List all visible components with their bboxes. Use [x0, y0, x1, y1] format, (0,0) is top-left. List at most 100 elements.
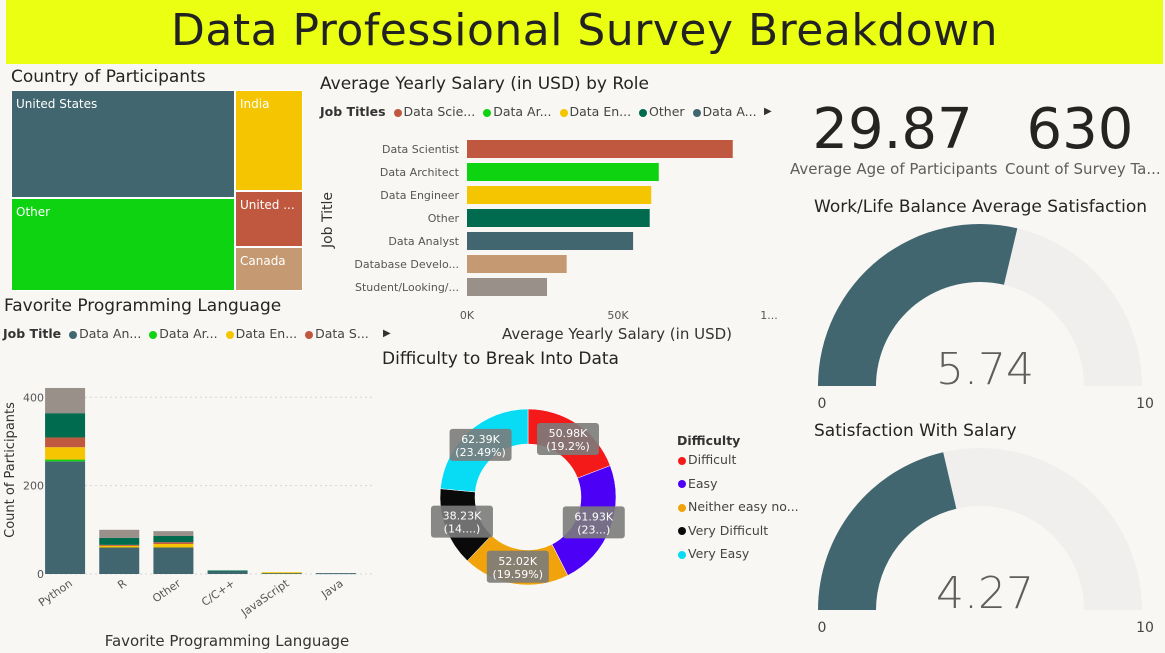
data-label-box [430, 505, 493, 538]
x-tick-label: Java [318, 577, 345, 602]
language-chart-title: Favorite Programming Language [4, 296, 282, 316]
avg-age-value: 29.87 [812, 97, 973, 162]
language-legend: Job Title Data An... Data Ar... Data En.… [3, 326, 369, 341]
x-tick-label: 1... [760, 309, 778, 322]
stack-segment [45, 437, 86, 448]
stack-segment [99, 545, 140, 548]
legend-label: Data En... [235, 326, 298, 341]
salary-bar [467, 232, 634, 250]
title-banner [6, 0, 1163, 64]
x-tick-label: 0K [460, 309, 475, 322]
legend-item[interactable]: Other [635, 104, 685, 119]
data-label-pct: (14....) [444, 523, 481, 536]
treemap-tile-canada[interactable]: Canada [235, 247, 303, 291]
legend-label: Data Scie... [403, 104, 476, 119]
legend-dot-icon [305, 330, 314, 339]
survey-count-value: 630 [1026, 97, 1134, 162]
gauge-max-label: 10 [1136, 620, 1154, 636]
legend-item[interactable]: Data Scie... [390, 104, 476, 119]
y-tick-label: Data Analyst [388, 235, 459, 248]
y-tick-label: Data Engineer [380, 189, 459, 202]
treemap-tile-label: United ... [240, 198, 295, 212]
gauge-min-label: 0 [818, 620, 827, 636]
data-label-box [449, 428, 512, 461]
legend-label: Data A... [702, 104, 757, 119]
stack-segment [153, 547, 194, 574]
stack-segment [153, 536, 194, 543]
country-treemap[interactable]: United States Other India United ... Can… [11, 90, 303, 291]
legend-item[interactable]: Difficult [677, 452, 799, 476]
legend-item[interactable]: Very Difficult [677, 523, 799, 547]
y-tick-label: Other [428, 212, 460, 225]
stack-segment [207, 570, 248, 572]
legend-title: Difficulty [677, 433, 741, 448]
treemap-tile-united-kingdom[interactable]: United ... [235, 191, 303, 247]
legend-dot-icon [639, 108, 648, 117]
x-tick-label: Other [150, 577, 183, 606]
data-label-pct: (19.59%) [493, 568, 544, 581]
treemap-tile-label: India [240, 97, 270, 111]
legend-item[interactable]: Very Easy [677, 546, 799, 570]
legend-scroll-right-icon[interactable]: ▶ [764, 106, 772, 117]
legend-label: Data S... [315, 326, 369, 341]
legend-item[interactable]: Easy [677, 476, 799, 500]
legend-item[interactable]: Neither easy no... [677, 499, 799, 523]
legend-label: Neither easy no... [688, 499, 799, 514]
treemap-tile-label: Canada [240, 254, 286, 268]
legend-title: Job Title [3, 326, 62, 341]
legend-item[interactable]: Data S... [301, 326, 369, 341]
legend-label: Difficult [688, 452, 737, 467]
y-tick-label: Database Develo... [354, 258, 459, 271]
legend-item[interactable]: Data En... [222, 326, 298, 341]
x-tick-label: R [115, 577, 129, 592]
legend-dot-icon [678, 480, 686, 488]
legend-dot-icon [678, 456, 686, 465]
stack-segment [45, 387, 86, 414]
data-label-value: 50.98K [549, 427, 588, 440]
salary-bar [467, 209, 650, 227]
salary-bar [467, 163, 659, 181]
legend-item[interactable]: Data Ar... [479, 104, 552, 119]
difficulty-donut-chart: 50.98K(19.2%) 61.93K(23...) 52.02K(19.59%)… [430, 408, 625, 586]
x-axis-title: Favorite Programming Language [105, 632, 350, 650]
legend-item[interactable]: Data En... [556, 104, 632, 119]
legend-label: Data Ar... [159, 326, 218, 341]
legend-scroll-right-icon[interactable]: ▶ [383, 328, 391, 339]
data-label-box [562, 506, 625, 539]
treemap-tile-other[interactable]: Other [11, 198, 235, 291]
legend-label: Data En... [569, 104, 632, 119]
wlb-gauge: 5.74 0 10 [818, 223, 1154, 412]
legend-dot-icon [149, 330, 158, 339]
treemap-tile-united-states[interactable]: United States [11, 90, 235, 198]
language-stacked-bar-chart: 0 200 400 Python R Other C/C++ JavaScript Java Fa… [3, 387, 375, 650]
donut-chart-title: Difficulty to Break Into Data [382, 349, 619, 369]
gauge-min-label: 0 [818, 396, 827, 412]
data-label-pct: (23...) [577, 523, 610, 536]
treemap-tile-india[interactable]: India [235, 90, 303, 191]
stack-segment [45, 413, 86, 438]
stack-segment [99, 529, 140, 538]
y-axis-title: Job Title [320, 192, 336, 249]
data-label-pct: (23.49%) [455, 446, 506, 459]
stack-segment [261, 572, 302, 574]
y-axis-title: Count of Participants [3, 402, 18, 538]
y-tick-label: 200 [23, 480, 44, 493]
legend-item[interactable]: Data A... [689, 104, 757, 119]
legend-item[interactable]: Data An... [65, 326, 141, 341]
legend-dot-icon [678, 503, 686, 512]
legend-label: Very Difficult [688, 522, 769, 538]
stack-segment [153, 531, 194, 536]
stack-segment [45, 447, 86, 460]
salary-bar [467, 278, 548, 296]
legend-label: Very Easy [688, 546, 750, 561]
salary-bar [467, 255, 567, 273]
stack-segment [99, 544, 140, 546]
legend-label: Data Ar... [493, 104, 552, 119]
stack-segment [207, 571, 248, 574]
gauge-max-label: 10 [1136, 396, 1154, 412]
data-label-value: 61.93K [574, 510, 613, 523]
legend-item[interactable]: Data Ar... [145, 326, 218, 341]
data-label-box [536, 422, 599, 455]
stack-segment [99, 547, 140, 574]
salary-gauge-title: Satisfaction With Salary [814, 421, 1017, 441]
